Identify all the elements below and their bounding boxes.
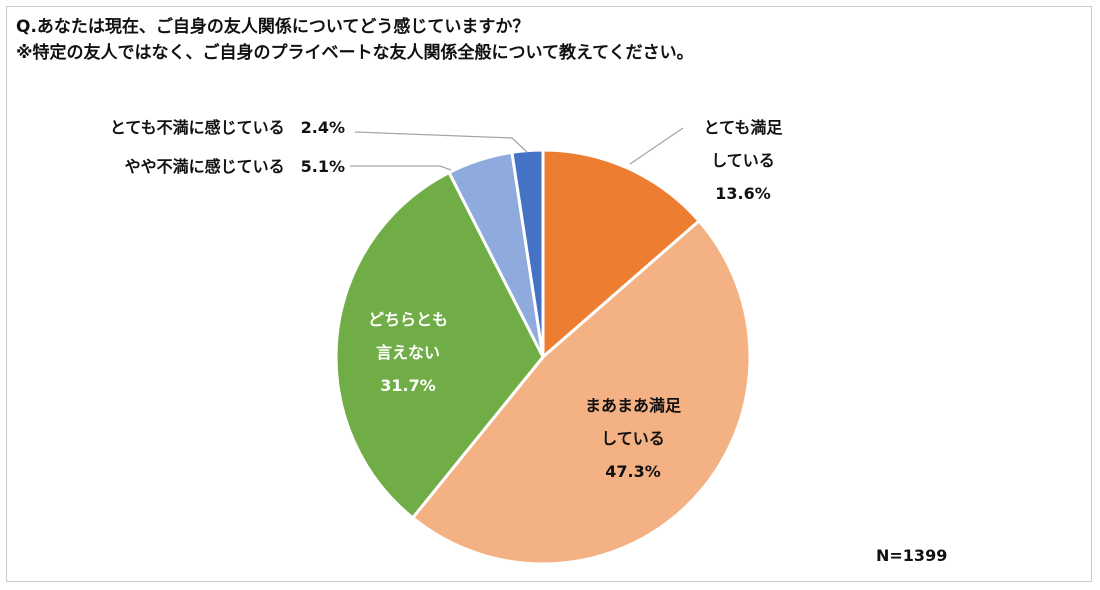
pie-slice-3 bbox=[334, 170, 545, 520]
pie-slice-5 bbox=[510, 148, 545, 358]
slice-category-label-1: している bbox=[711, 151, 775, 170]
chart-title-block: Q.あなたは現在、ご自身の友人関係についてどう感じていますか？ ※特定の友人では… bbox=[16, 14, 694, 66]
leader-line-1 bbox=[629, 127, 684, 165]
slice-value-label-3: 31.7% bbox=[380, 376, 436, 395]
chart-title: Q.あなたは現在、ご自身の友人関係についてどう感じていますか？ bbox=[16, 17, 530, 37]
slice-category-label-1: とても満足 bbox=[704, 118, 784, 137]
leader-line-5 bbox=[354, 131, 528, 153]
slice-category-label-2: まあまあ満足 bbox=[585, 396, 682, 415]
slice-category-label-3: 言えない bbox=[376, 343, 440, 362]
pie-slice-1 bbox=[541, 148, 702, 361]
pie-slice-2 bbox=[410, 218, 752, 566]
chart-frame bbox=[6, 6, 1092, 582]
sample-size-note: N=1399 bbox=[876, 546, 947, 565]
slice-category-label-2: している bbox=[601, 429, 665, 448]
slice-value-label-2: 47.3% bbox=[605, 462, 661, 481]
slice-value-label-1: 13.6% bbox=[715, 184, 771, 203]
chart-subtitle: ※特定の友人ではなく、ご自身のプライベートな友人関係全般について教えてください。 bbox=[16, 43, 694, 63]
slice-category-label-4: やや不満に感じている 5.1% bbox=[125, 157, 345, 176]
leader-line-4 bbox=[350, 165, 452, 171]
slice-category-label-3: どちらとも bbox=[368, 310, 448, 329]
slice-category-label-5: とても不満に感じている 2.4% bbox=[110, 118, 345, 137]
